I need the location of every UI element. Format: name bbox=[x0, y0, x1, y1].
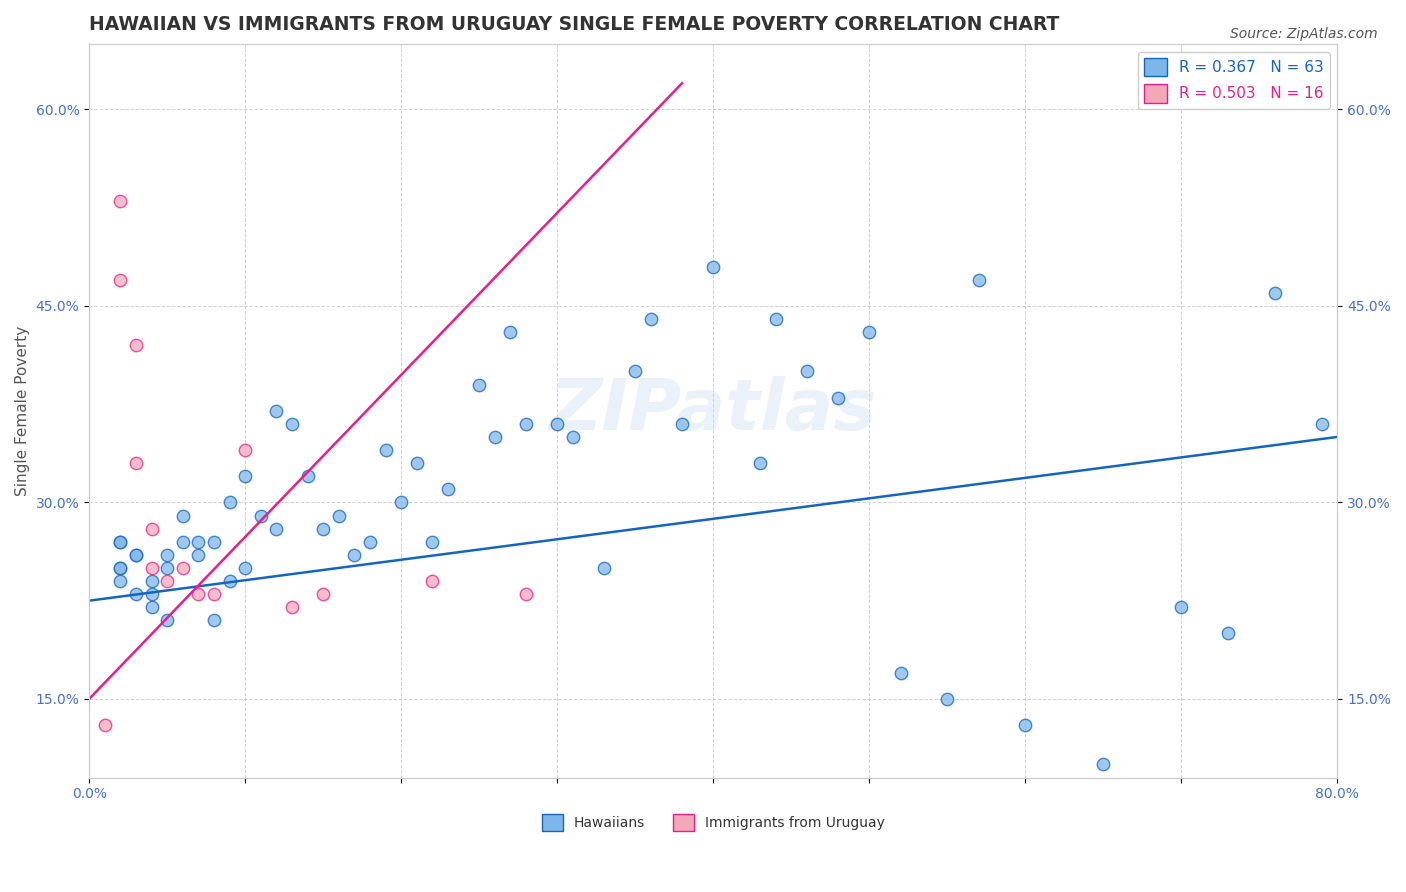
Point bbox=[125, 338, 148, 352]
Point bbox=[1218, 626, 1240, 640]
Point bbox=[110, 194, 132, 208]
Point bbox=[141, 587, 163, 601]
Point bbox=[561, 430, 583, 444]
Point bbox=[312, 522, 335, 536]
Point bbox=[156, 574, 179, 588]
Point bbox=[889, 665, 911, 680]
Point bbox=[202, 587, 225, 601]
Point bbox=[1264, 285, 1286, 300]
Point bbox=[499, 325, 522, 339]
Point bbox=[110, 534, 132, 549]
Point bbox=[389, 495, 412, 509]
Point bbox=[110, 574, 132, 588]
Point bbox=[110, 273, 132, 287]
Point bbox=[156, 613, 179, 627]
Point bbox=[765, 312, 787, 326]
Point bbox=[125, 548, 148, 562]
Point bbox=[110, 534, 132, 549]
Point bbox=[1170, 600, 1192, 615]
Point bbox=[172, 508, 194, 523]
Point bbox=[187, 587, 209, 601]
Point bbox=[422, 534, 444, 549]
Point bbox=[343, 548, 366, 562]
Point bbox=[468, 377, 491, 392]
Point bbox=[297, 469, 319, 483]
Point bbox=[202, 613, 225, 627]
Point bbox=[858, 325, 880, 339]
Point bbox=[593, 561, 616, 575]
Point bbox=[749, 456, 772, 470]
Point bbox=[827, 391, 849, 405]
Point bbox=[141, 574, 163, 588]
Point bbox=[266, 522, 288, 536]
Point bbox=[156, 561, 179, 575]
Point bbox=[374, 442, 396, 457]
Point bbox=[312, 587, 335, 601]
Point bbox=[1092, 757, 1115, 772]
Point bbox=[156, 548, 179, 562]
Point bbox=[702, 260, 724, 274]
Point bbox=[233, 469, 256, 483]
Point bbox=[125, 587, 148, 601]
Legend: Hawaiians, Immigrants from Uruguay: Hawaiians, Immigrants from Uruguay bbox=[536, 808, 890, 837]
Point bbox=[172, 534, 194, 549]
Point bbox=[187, 548, 209, 562]
Point bbox=[936, 692, 959, 706]
Text: Source: ZipAtlas.com: Source: ZipAtlas.com bbox=[1230, 27, 1378, 41]
Point bbox=[249, 508, 271, 523]
Point bbox=[1014, 718, 1036, 732]
Point bbox=[218, 574, 240, 588]
Point bbox=[796, 364, 818, 378]
Point bbox=[405, 456, 427, 470]
Point bbox=[1310, 417, 1333, 431]
Point bbox=[110, 561, 132, 575]
Point bbox=[110, 561, 132, 575]
Point bbox=[671, 417, 693, 431]
Point bbox=[266, 403, 288, 417]
Point bbox=[640, 312, 662, 326]
Y-axis label: Single Female Poverty: Single Female Poverty bbox=[15, 326, 30, 496]
Point bbox=[187, 534, 209, 549]
Text: ZIPatlas: ZIPatlas bbox=[550, 376, 877, 445]
Point bbox=[141, 522, 163, 536]
Point bbox=[484, 430, 506, 444]
Point bbox=[437, 483, 460, 497]
Point bbox=[125, 548, 148, 562]
Point bbox=[172, 561, 194, 575]
Point bbox=[624, 364, 647, 378]
Point bbox=[233, 442, 256, 457]
Point bbox=[546, 417, 568, 431]
Point bbox=[515, 587, 537, 601]
Point bbox=[328, 508, 350, 523]
Text: HAWAIIAN VS IMMIGRANTS FROM URUGUAY SINGLE FEMALE POVERTY CORRELATION CHART: HAWAIIAN VS IMMIGRANTS FROM URUGUAY SING… bbox=[89, 15, 1060, 34]
Point bbox=[218, 495, 240, 509]
Point bbox=[515, 417, 537, 431]
Point bbox=[233, 561, 256, 575]
Point bbox=[281, 417, 304, 431]
Point bbox=[359, 534, 381, 549]
Point bbox=[202, 534, 225, 549]
Point bbox=[967, 273, 990, 287]
Point bbox=[281, 600, 304, 615]
Point bbox=[94, 718, 117, 732]
Point bbox=[125, 456, 148, 470]
Point bbox=[422, 574, 444, 588]
Point bbox=[141, 561, 163, 575]
Point bbox=[141, 600, 163, 615]
